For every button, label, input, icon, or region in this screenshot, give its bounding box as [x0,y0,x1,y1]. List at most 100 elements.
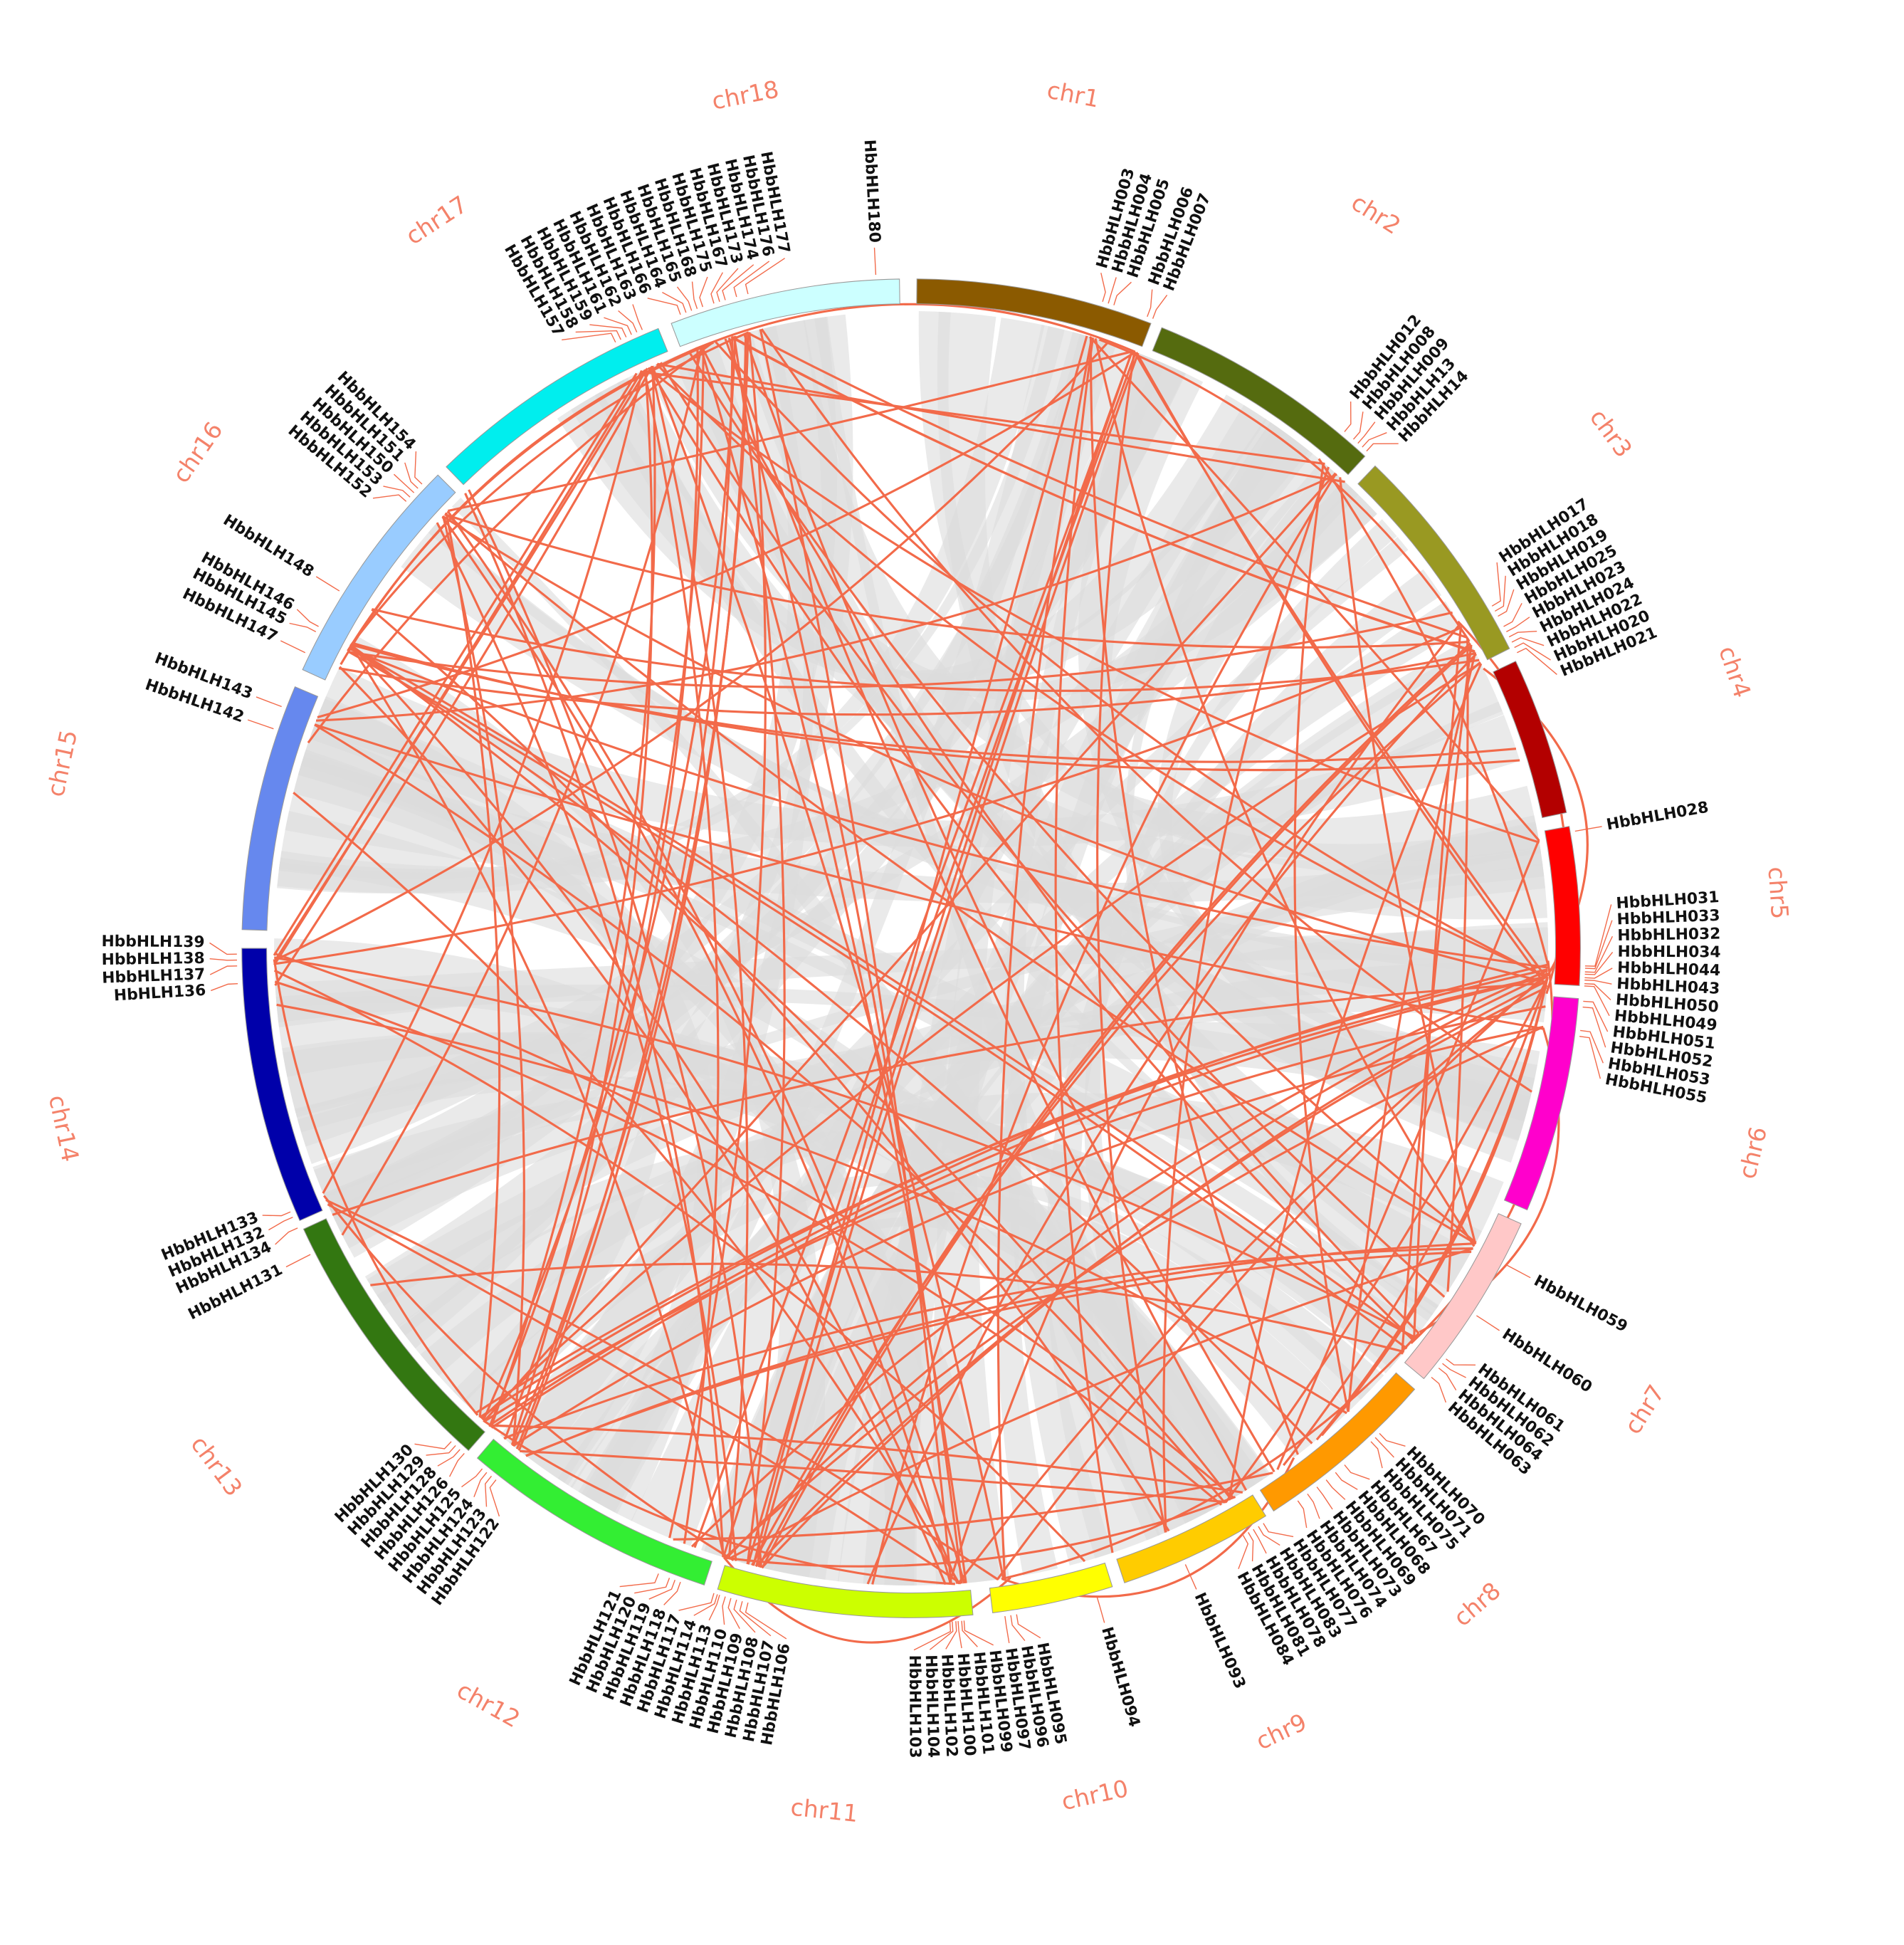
synteny-ribbon [401,523,1548,1012]
collinear-link [648,367,1414,1341]
chromosome-label: chr7 [1619,1380,1670,1439]
collinear-link [657,362,1345,483]
gene-connector [722,1596,726,1625]
collinear-link [640,370,1325,466]
collinear-link [754,986,1547,1568]
collinear-link [725,1496,1236,1568]
gene-connector [1583,1000,1609,1032]
collinear-link [273,372,638,956]
gene-connector [404,462,419,489]
chromosome-label: chr18 [710,75,782,115]
gene-connector [296,609,319,627]
collinear-link [695,303,1136,353]
gene-connector [1352,411,1364,440]
gene-connector [575,330,621,340]
gene-connector [1096,1596,1105,1623]
chromosome [241,948,323,1222]
collinear-link [307,342,713,744]
chromosome-label: chr13 [185,1431,248,1501]
gene-label: HbbHLH044 [1617,959,1721,980]
collinear-link [755,352,1140,1567]
gene-connector [1584,952,1614,975]
gene-connector [733,1599,756,1633]
gene-connector [1508,630,1537,638]
collinear-link [436,522,737,1561]
gene-connector [745,1602,787,1640]
gene-connector [647,298,681,315]
gene-label: HbbHLH028 [1605,799,1710,834]
gene-connector [1366,443,1399,452]
collinear-link [724,1026,1544,1559]
collinear-link [732,335,786,1565]
synteny-ribbon [1046,569,1442,1558]
gene-connector [1016,1614,1041,1639]
collinear-link [347,611,1453,688]
collinear-link [315,473,1337,722]
gene-connector [1574,826,1602,832]
gene-connector [739,1600,772,1637]
collinear-link [347,341,714,652]
collinear-link [1094,338,1476,1247]
collinear-link [274,626,1462,965]
gene-connector [1517,647,1557,675]
synteny-ribbon [680,331,1530,1163]
synteny-ribbon [323,332,1133,1258]
collinear-link [273,369,643,966]
synteny-ribbon [312,666,1520,848]
gene-connector [1506,617,1530,632]
collinear-link [731,335,1476,654]
gene-connector [1379,1432,1406,1447]
collinear-link [1276,839,1540,1470]
gene-connector [262,1211,291,1217]
collinear-link [1001,1332,1420,1580]
chromosome [1544,826,1581,987]
gene-connector [1010,1615,1026,1641]
collinear-link [372,608,1480,692]
gene-connector [929,1621,954,1650]
gene-label: HbbHLH138 [102,950,205,969]
gene-connector [414,1441,452,1449]
collinear-link [338,652,1476,716]
collinear-link [503,347,699,1440]
chromosome-label: chr14 [43,1093,85,1165]
gene-connector [268,1217,293,1231]
synteny-ribbon [347,635,826,1578]
gene-connector [961,1620,978,1647]
collinear-link [441,516,952,1585]
collinear-link [483,1005,1546,1422]
collinear-link [761,644,1473,1569]
synteny-ribbon [294,1073,1207,1541]
gene-connector [1147,289,1153,318]
gene-connector [1494,575,1506,612]
chromosome-label: chr15 [41,728,83,800]
gene-connector [618,310,638,332]
gene-connector [634,1578,670,1594]
gene-label: HbbHLH093 [1191,1590,1249,1692]
collinear-link [1096,351,1167,1533]
chromosome-label: chr4 [1713,643,1757,701]
chromosome [1152,327,1366,476]
collinear-link [349,646,1415,1341]
collinear-link [479,968,1548,1419]
collinear-link [317,351,1137,718]
gene-connector [1370,1441,1383,1469]
gene-connector [1258,1526,1280,1546]
gene-connector [693,1594,718,1616]
gene-connector [1263,1523,1294,1538]
collinear-link [725,973,1548,1559]
synteny-ribbon [276,995,1263,1502]
gene-connector [448,1452,465,1477]
gene-connector [1325,1479,1346,1500]
gene-connector [1511,636,1545,646]
collinear-link [448,350,1134,513]
gene-connector [372,494,407,502]
collinear-link [444,513,1476,1245]
synteny-ribbon [996,421,1313,1576]
gene-connector [1362,432,1387,448]
chromosome [446,327,668,486]
gene-connector [727,1598,740,1629]
gene-connector [1238,1535,1249,1569]
collinear-link [503,1247,1473,1440]
gene-label: HbbHLH034 [1617,943,1720,962]
gene-connector [461,1468,483,1488]
